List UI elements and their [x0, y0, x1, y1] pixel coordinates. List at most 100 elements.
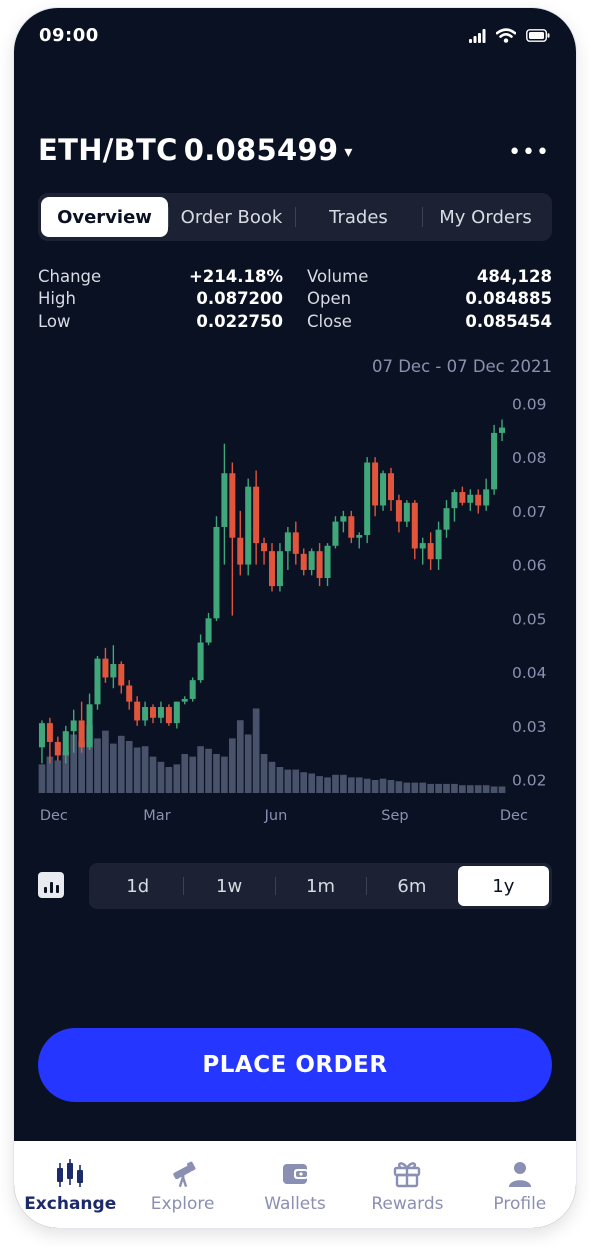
candle-body — [332, 521, 339, 546]
candle-body — [395, 500, 402, 522]
candle-body — [237, 537, 244, 565]
tab-overview[interactable]: Overview — [41, 197, 168, 237]
candle-body — [78, 720, 85, 748]
volume-bar — [133, 747, 141, 793]
volume-bar — [300, 772, 308, 793]
tabbar-label-wallets: Wallets — [264, 1194, 326, 1214]
candle-body — [221, 473, 228, 527]
y-tick-label: 0.05 — [512, 610, 547, 628]
volume-bar — [236, 720, 244, 793]
volume-bar — [347, 777, 355, 793]
candle-body — [134, 701, 141, 721]
candle-body — [205, 618, 212, 643]
x-tick-label: Mar — [143, 808, 170, 824]
candle-body — [94, 658, 101, 705]
tab-order-book[interactable]: Order Book — [168, 197, 295, 237]
candle-body — [467, 494, 474, 503]
volume-bar — [213, 754, 220, 793]
candle-body — [245, 486, 252, 565]
volume-bar — [70, 734, 78, 793]
candle-body — [324, 545, 331, 579]
volume-bar — [332, 774, 339, 793]
caret-down-icon: ▾ — [344, 141, 353, 161]
timeframe-1d[interactable]: 1d — [126, 875, 150, 897]
volume-bar — [268, 761, 276, 793]
candle-body — [165, 707, 172, 724]
volume-bar — [157, 761, 165, 793]
tabbar-label-profile: Profile — [493, 1194, 547, 1214]
volume-bar — [316, 776, 323, 793]
chart-type-icon[interactable] — [38, 872, 64, 898]
volume-bar — [38, 764, 46, 793]
market-tabs: Overview Order Book Trades My Orders — [38, 193, 552, 241]
candle-body — [300, 553, 307, 570]
candle-body — [38, 723, 45, 748]
more-options-icon[interactable]: ••• — [508, 140, 550, 165]
volume-bar — [110, 743, 117, 793]
candle-body — [181, 698, 188, 702]
candle-body — [213, 526, 220, 619]
timeframe-1w[interactable]: 1w — [183, 866, 274, 906]
place-order-button[interactable]: PLACE ORDER — [38, 1028, 552, 1102]
volume-bar — [229, 738, 236, 793]
timeframe-1y[interactable]: 1y — [457, 866, 550, 906]
x-tick-label: Jun — [264, 808, 288, 824]
x-tick-label: Dec — [40, 808, 68, 824]
volume-bar — [403, 782, 411, 793]
market-stats: Change +214.18% Volume 484,128 High 0.08… — [38, 265, 552, 333]
candle-body — [54, 741, 61, 756]
x-tick-label: Dec — [500, 808, 528, 824]
volume-bar — [244, 734, 252, 793]
volume-bar — [78, 741, 85, 793]
candle-body — [292, 532, 299, 554]
tab-trades[interactable]: Trades — [295, 197, 422, 237]
candle-body — [284, 532, 291, 552]
volume-value: 484,128 — [476, 266, 552, 286]
low-label: Low — [38, 311, 71, 331]
candle-body — [276, 551, 283, 587]
tab-my-orders[interactable]: My Orders — [422, 197, 549, 237]
volume-bar — [260, 754, 268, 793]
price-chart[interactable]: 0.09 0.08 0.07 0.06 0.05 0.04 0.03 0.02 Dec Mar Ju… — [14, 398, 576, 828]
candle-body — [261, 543, 268, 552]
candle-body — [308, 551, 315, 570]
candle-body — [364, 462, 371, 536]
candle-body — [403, 502, 410, 522]
volume-bar — [324, 777, 331, 793]
y-tick-label: 0.09 — [512, 398, 547, 413]
tabbar-item-wallets[interactable]: Wallets — [239, 1141, 351, 1228]
volume-bar — [86, 725, 93, 793]
open-value: 0.084885 — [465, 289, 552, 309]
tabbar-item-profile[interactable]: Profile — [464, 1141, 576, 1228]
profile-icon — [508, 1162, 531, 1187]
tabbar-item-exchange[interactable]: Exchange — [14, 1141, 126, 1228]
candle-body — [483, 489, 490, 506]
candle-body — [173, 701, 180, 724]
timeframe-6m[interactable]: 6m — [366, 866, 457, 906]
tabbar-item-explore[interactable]: Explore — [126, 1141, 238, 1228]
status-time: 09:00 — [39, 25, 99, 46]
candle-body — [491, 432, 498, 490]
volume-bar — [466, 785, 474, 793]
candle-body — [118, 664, 125, 686]
timeframe-selector: 1d 1w 1m 6m 1y — [89, 863, 552, 909]
candle-body — [126, 685, 133, 702]
open-label: Open — [307, 289, 352, 309]
candle-body — [110, 664, 117, 678]
volume-bar — [221, 756, 228, 793]
exchange-icon — [57, 1159, 84, 1187]
volume-bar — [197, 746, 204, 793]
volume-bar — [189, 756, 197, 793]
candle-body — [316, 551, 323, 579]
close-label: Close — [307, 311, 352, 331]
tabbar-item-rewards[interactable]: Rewards — [351, 1141, 463, 1228]
market-selector[interactable]: ETH/BTC 0.085499 ▾ — [38, 133, 353, 167]
volume-bar — [379, 778, 387, 793]
signal-icon — [469, 28, 486, 43]
candle-body — [102, 658, 109, 678]
candle-body — [157, 707, 164, 718]
stats-row: Change +214.18% Volume 484,128 — [38, 265, 552, 288]
candle-body — [411, 502, 418, 549]
timeframe-1m[interactable]: 1m — [274, 866, 366, 906]
volume-bar — [387, 780, 395, 793]
